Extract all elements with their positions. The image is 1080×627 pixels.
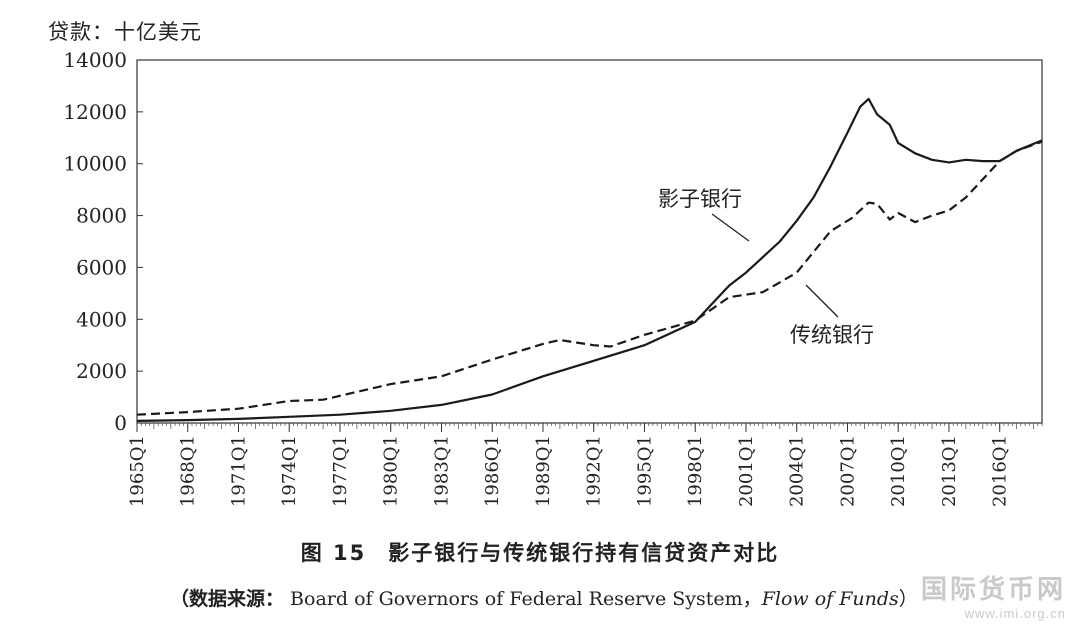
y-axis-unit-label: 贷款：十亿美元 bbox=[48, 20, 202, 44]
annotation-leader bbox=[711, 213, 750, 242]
x-tick-label: 1995Q1 bbox=[634, 435, 655, 507]
x-tick-label: 2004Q1 bbox=[787, 435, 808, 507]
series-line-traditional-bank bbox=[136, 140, 1043, 416]
plot-frame bbox=[136, 59, 1043, 424]
x-tick-label: 1986Q1 bbox=[482, 435, 503, 507]
y-tick-label: 4000 bbox=[76, 307, 127, 331]
source-suffix: ） bbox=[898, 588, 918, 610]
y-tick-label: 8000 bbox=[76, 204, 127, 228]
source-italic: Flow of Funds bbox=[761, 588, 899, 610]
x-tick-label: 2013Q1 bbox=[939, 435, 960, 507]
annotation-leader bbox=[805, 284, 839, 318]
figure-title: 影子银行与传统银行持有信贷资产对比 bbox=[388, 541, 780, 565]
x-tick-label: 2001Q1 bbox=[736, 435, 757, 507]
figure-number: 图 15 bbox=[300, 541, 367, 565]
x-tick-label: 2016Q1 bbox=[990, 435, 1011, 507]
x-tick-label: 1971Q1 bbox=[228, 435, 249, 507]
x-tick-label: 1965Q1 bbox=[127, 435, 148, 507]
annotation-label: 传统银行 bbox=[790, 323, 874, 347]
y-tick-label: 14000 bbox=[63, 48, 127, 72]
annotation-label: 影子银行 bbox=[658, 187, 742, 211]
source-prefix: （数据来源： bbox=[170, 588, 285, 610]
y-tick-label: 10000 bbox=[63, 152, 127, 176]
x-tick-label: 1980Q1 bbox=[381, 435, 402, 507]
source-text: Board of Governors of Federal Reserve Sy… bbox=[284, 588, 762, 610]
x-tick-label: 2010Q1 bbox=[888, 435, 909, 507]
y-tick-label: 0 bbox=[114, 411, 127, 435]
x-tick-label: 1968Q1 bbox=[178, 435, 199, 507]
series-line-shadow-bank bbox=[136, 97, 1043, 422]
x-tick-label: 2007Q1 bbox=[837, 435, 858, 507]
x-tick-label: 1977Q1 bbox=[330, 435, 351, 507]
y-tick-label: 12000 bbox=[63, 100, 127, 124]
y-tick-label: 6000 bbox=[76, 255, 127, 279]
watermark-url: www.imi.org.cn bbox=[964, 606, 1066, 621]
x-tick-label: 1989Q1 bbox=[533, 435, 554, 507]
watermark-logo: 国际货币网 bbox=[920, 575, 1066, 605]
data-source: （数据来源： Board of Governors of Federal Res… bbox=[170, 584, 918, 611]
x-tick-label: 1974Q1 bbox=[279, 435, 300, 507]
chart: 0 2000 4000 6000 8000 10000 12000 14000 1965Q1 19… bbox=[63, 48, 1043, 507]
figure-caption: 图 15 影子银行与传统银行持有信贷资产对比 bbox=[0, 537, 1080, 567]
x-tick-label: 1983Q1 bbox=[431, 435, 452, 507]
x-tick-label: 1998Q1 bbox=[685, 435, 706, 507]
x-tick-label: 1992Q1 bbox=[584, 435, 605, 507]
watermark: 国际货币网 www.imi.org.cn bbox=[921, 569, 1066, 621]
y-tick-label: 2000 bbox=[76, 359, 127, 383]
